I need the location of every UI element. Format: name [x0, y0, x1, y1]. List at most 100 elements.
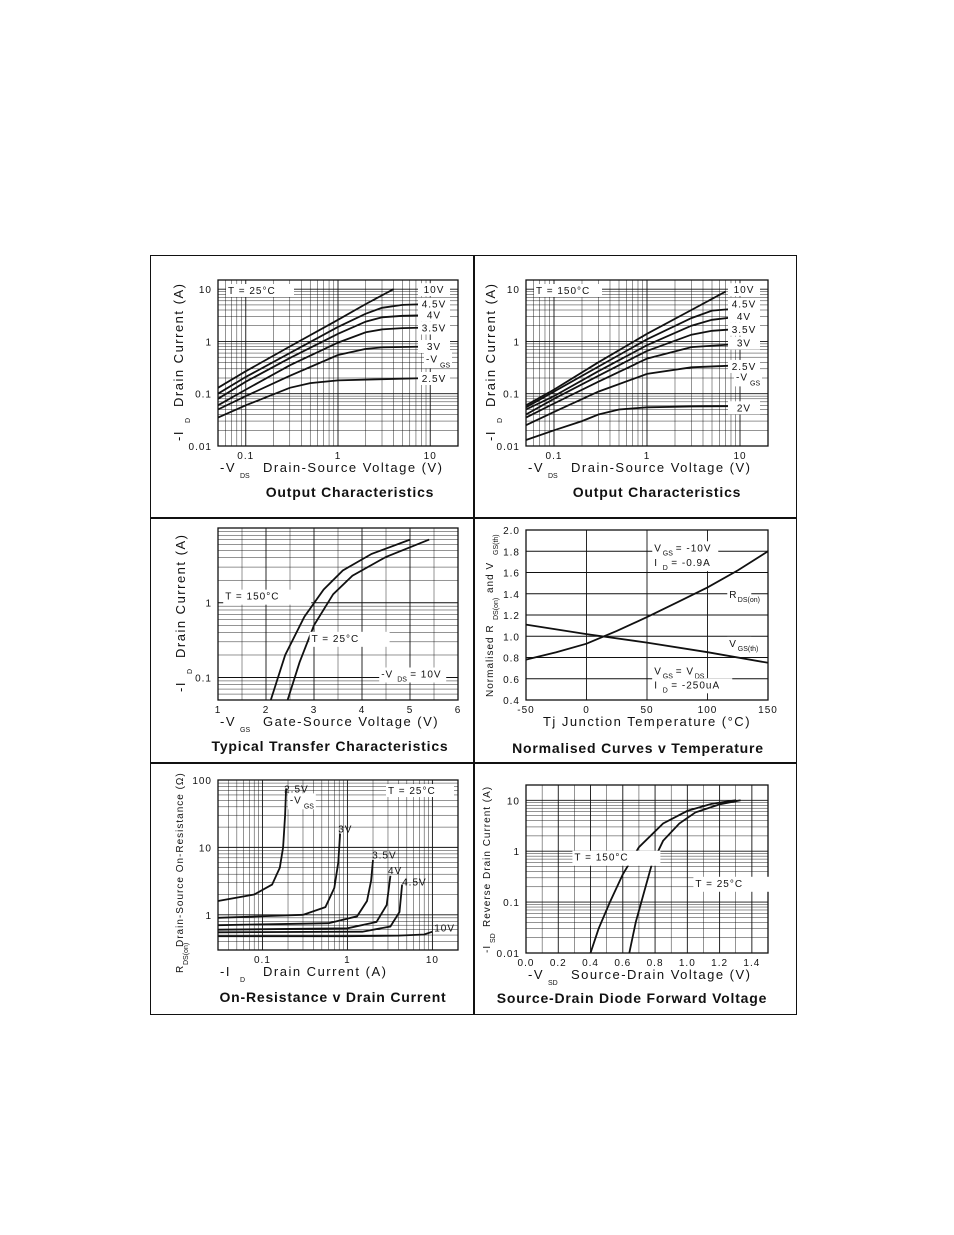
y-tick-label: 1	[205, 911, 212, 922]
p1-series-5	[217, 377, 431, 419]
annotation-sub: GS	[663, 550, 673, 557]
y-tick-label: 10	[199, 285, 212, 296]
p2-series-6	[525, 405, 741, 441]
y-tick-label: 0.1	[195, 673, 212, 684]
x-tick-label: 0.1	[254, 955, 271, 966]
vgs-backing	[734, 370, 762, 387]
x-axis-label-tail: Drain-Source Voltage (V)	[571, 460, 752, 475]
annotation-sub: GS(th)	[738, 646, 759, 653]
x-axis-label: -V	[528, 460, 544, 475]
x-tick-label: 1	[215, 705, 222, 716]
y-axis-label: -I	[483, 430, 498, 441]
p1-series-4	[217, 345, 431, 411]
annotation-backing	[727, 588, 752, 603]
x-axis-label: -I	[220, 964, 231, 979]
series-label: 2.5V	[732, 362, 757, 373]
y-axis-label-tail: Drain Current (A)	[483, 283, 498, 407]
annotation-backing	[652, 556, 726, 572]
y-tick-label: 0.1	[195, 390, 212, 401]
vgs-label-sub: GS	[440, 362, 450, 369]
x-axis-label-tail: Gate-Source Voltage (V)	[263, 714, 439, 729]
label-backing	[418, 308, 450, 322]
p3-axes-frame	[217, 527, 459, 701]
annotation-backing	[652, 664, 698, 680]
y-axis-label-group: -I D Drain Current (A)	[483, 283, 504, 441]
y-tick-label: 0.01	[189, 442, 212, 453]
series-label: 4V	[737, 312, 751, 323]
y-tick-label: 1.0	[503, 632, 520, 643]
x-tick-label: 100	[698, 705, 718, 716]
x-tick-label: 2	[263, 705, 270, 716]
p4-grid	[525, 529, 769, 701]
condition-backing	[386, 784, 454, 797]
annotation-sub: D	[663, 565, 668, 572]
annotation: I	[654, 680, 658, 691]
x-axis-label: -V	[220, 460, 236, 475]
annotation: T = 25°C	[695, 879, 743, 890]
p6-axes-frame	[525, 784, 769, 954]
x-tick-label: 1	[344, 955, 351, 966]
x-tick-label: 10	[424, 451, 437, 462]
x-tick-label: 0.6	[614, 958, 631, 969]
y-tick-label: 1.8	[503, 547, 520, 558]
annotation: I	[654, 558, 658, 569]
p1-series-0	[217, 288, 394, 389]
series-label: 4.5V	[422, 300, 447, 311]
p5-plot: 0.1 1 10 100 10 1 2.5V 3V 3.5V 4V4.5V 10V T = 25°C -…	[175, 772, 459, 1005]
x-tick-label: 1.4	[743, 958, 760, 969]
label-backing	[728, 297, 760, 311]
y-axis-label-tail: Reverse Drain Current (A)	[482, 786, 493, 927]
annotation-tail: = -0.9A	[671, 558, 711, 569]
annotation: T = 25°C	[312, 634, 360, 645]
x-tick-label: 150	[758, 705, 778, 716]
x-axis-label-tail: Drain Current (A)	[263, 964, 387, 979]
label-backing	[418, 372, 450, 386]
condition-backing	[534, 284, 602, 297]
p2-series-4	[525, 343, 741, 419]
p4-plot: -50 0 50 100 150 2.0 1.8 1.6 1.4 1.2 1.0 0.8 0.6 0.4 V…	[485, 526, 778, 756]
p1-series-3	[217, 326, 431, 407]
x-axis-label-sub: D	[240, 977, 245, 984]
y-axis-label-group: Normalised R DS(on) and V GS(th)	[485, 534, 500, 697]
y-axis-label: R	[175, 965, 186, 973]
annotation-backing	[572, 850, 661, 866]
y-axis-label-sub: DS(on)	[493, 598, 500, 620]
y-axis-label-sub: D	[185, 418, 192, 423]
y-tick-label: 1.4	[503, 590, 520, 601]
label-backing	[728, 309, 760, 323]
annotation: V	[729, 639, 737, 650]
annotation-sub: D	[663, 687, 668, 694]
vgs-label: -V	[426, 354, 438, 365]
label-backing	[728, 401, 760, 415]
p3-plot: 1 2 3 4 5 6 1 0.1 T = 150°C T = 25°C -V DS = 10V -V GS…	[173, 527, 460, 754]
p5-series-1	[217, 833, 341, 919]
annotation: V	[654, 667, 662, 678]
p2-series-2	[525, 315, 741, 411]
y-tick-label: 0.01	[497, 949, 520, 960]
annotation: -V	[381, 669, 393, 680]
vgs-label: -V	[290, 795, 302, 806]
series-label: 4.5V	[402, 878, 427, 889]
p5-axes-frame	[217, 779, 459, 951]
y-tick-label: 10	[199, 843, 212, 854]
vgs-label-sub: GS	[750, 380, 760, 387]
x-axis-label-sub: GS	[240, 727, 250, 734]
annotation-sub: DS	[397, 676, 407, 683]
p6-plot: 0.0 0.2 0.4 0.6 0.8 1.0 1.2 1.4 10 1 0.1 0.01 T = 15…	[482, 784, 774, 1006]
series-label: 3V	[737, 339, 751, 350]
series-label: 3.5V	[732, 325, 757, 336]
label-backing	[418, 297, 450, 311]
y-axis-label-group: -I D Drain Current (A)	[173, 534, 194, 692]
y-tick-label: 0.1	[503, 390, 520, 401]
y-tick-label: 1.2	[503, 611, 520, 622]
vertical-divider	[473, 255, 475, 1015]
x-axis-label: -V	[220, 714, 236, 729]
annotation-sub2: DS	[695, 674, 705, 681]
x-axis-label-sub: DS	[240, 473, 250, 480]
annotation: T = 150°C	[225, 592, 279, 603]
x-axis-label: Tj Junction Temperature (°C)	[543, 714, 751, 729]
p2-series-1	[525, 307, 741, 409]
p6-grid	[525, 784, 769, 954]
label-backing	[728, 322, 760, 336]
